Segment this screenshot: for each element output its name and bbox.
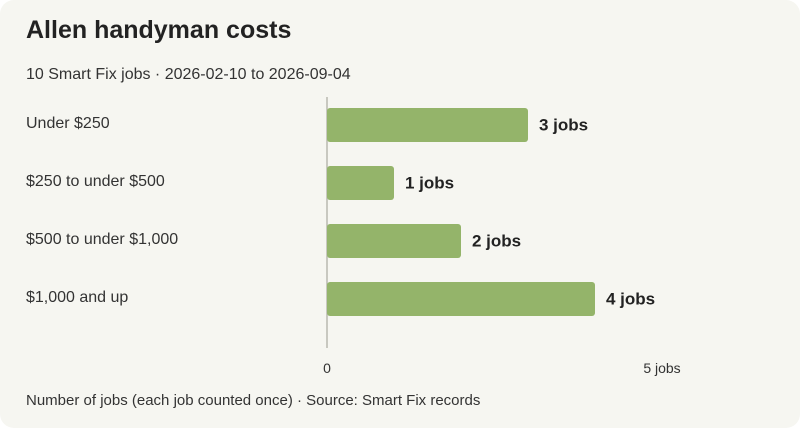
value-label: 4 jobs [606, 289, 655, 308]
bars [327, 108, 595, 316]
bar [327, 108, 528, 142]
category-label: $1,000 and up [26, 289, 128, 306]
value-label: 2 jobs [472, 231, 521, 250]
chart-subtitle: 10 Smart Fix jobs · 2026-02-10 to 2026-0… [26, 66, 351, 83]
category-label: $250 to under $500 [26, 173, 165, 190]
bar [327, 224, 461, 258]
value-label: 3 jobs [539, 115, 588, 134]
bar [327, 166, 394, 200]
chart-footer: Number of jobs (each job counted once) ·… [26, 392, 481, 409]
x-tick-label: 0 [323, 360, 331, 376]
category-label: Under $250 [26, 115, 110, 132]
value-labels: 3 jobs 1 jobs 2 jobs 4 jobs [405, 115, 655, 308]
x-tick-label: 5 jobs [643, 360, 680, 376]
value-label: 1 jobs [405, 173, 454, 192]
category-label: $500 to under $1,000 [26, 231, 178, 248]
bar [327, 282, 595, 316]
x-tick-labels: 0 5 jobs [323, 360, 681, 376]
chart-title: Allen handyman costs [26, 16, 292, 44]
category-labels: Under $250 $250 to under $500 $500 to unde… [26, 115, 178, 306]
